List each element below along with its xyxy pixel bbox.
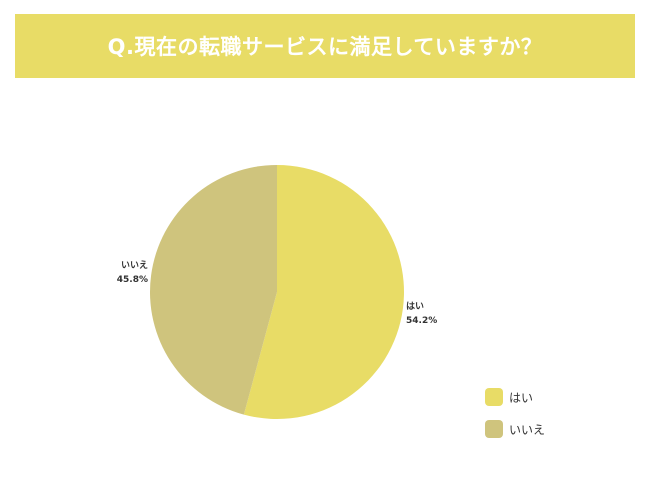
- legend-item-no: いいえ: [485, 419, 545, 439]
- slice-label-yes: はい: [406, 301, 424, 312]
- legend-item-yes: はい: [485, 387, 545, 407]
- slice-value-no: 45.8%: [117, 275, 148, 285]
- slice-value-yes: 54.2%: [406, 316, 437, 326]
- pie-slice-no: [150, 164, 277, 415]
- pie-slice-yes: [243, 165, 405, 419]
- legend: はい いいえ: [485, 387, 545, 451]
- title-banner: Q.現在の転職サービスに満足していますか？: [15, 14, 635, 78]
- slice-label-no: いいえ: [121, 260, 148, 271]
- legend-swatch-no: [485, 420, 503, 438]
- legend-swatch-yes: [485, 388, 503, 406]
- legend-label-no: いいえ: [509, 422, 546, 437]
- chart-title: Q.現在の転職サービスに満足していますか？: [107, 35, 543, 59]
- legend-label-yes: はい: [509, 390, 534, 405]
